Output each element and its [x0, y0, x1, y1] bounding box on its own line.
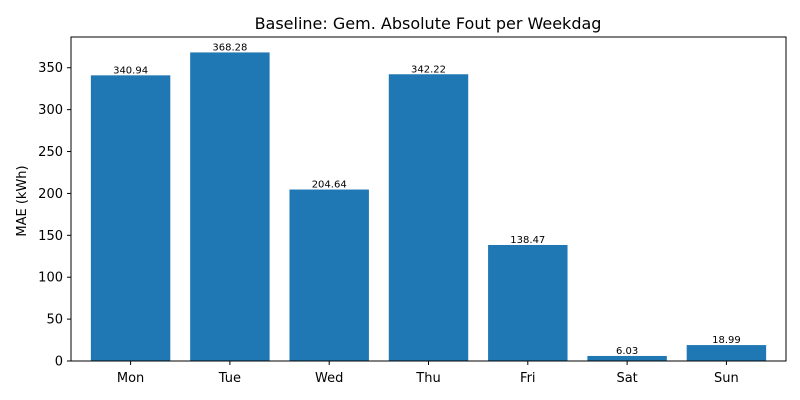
y-tick-label: 50	[46, 313, 63, 328]
y-tick-label: 0	[55, 355, 63, 370]
bar	[587, 355, 667, 361]
bar-value-label: 6.03	[616, 346, 638, 357]
x-tick-label: Tue	[218, 371, 241, 386]
plot-area: 0 50 100 150 200 250 300 350 340.94 Mon 368.28 Tue 2…	[38, 42, 767, 386]
bar	[190, 52, 270, 361]
chart-title: Baseline: Gem. Absolute Fout per Weekdag	[255, 14, 602, 33]
bar-value-label: 18.99	[712, 335, 741, 346]
bar	[686, 345, 767, 361]
bar	[289, 189, 369, 361]
y-tick-label: 350	[38, 61, 63, 76]
x-tick-label: Fri	[520, 371, 536, 386]
bar	[388, 74, 469, 361]
bar-value-label: 340.94	[113, 65, 148, 76]
bar-value-label: 342.22	[411, 64, 446, 75]
y-tick-label: 300	[38, 103, 63, 118]
plot-frame	[70, 36, 787, 362]
y-axis-label: MAE (kWh)	[15, 165, 30, 236]
bar-value-label: 204.64	[312, 180, 347, 191]
x-tick-label: Mon	[117, 371, 144, 386]
x-tick-label: Sat	[616, 371, 637, 386]
x-tick-label: Wed	[315, 371, 343, 386]
bar-value-label: 138.47	[510, 235, 545, 246]
x-tick-label: Sun	[714, 371, 739, 386]
bar	[488, 244, 568, 361]
bar-value-label: 368.28	[212, 42, 247, 53]
y-tick-label: 250	[38, 145, 63, 160]
y-tick-label: 100	[38, 271, 63, 286]
y-tick-label: 150	[38, 229, 63, 244]
x-tick-label: Thu	[415, 371, 440, 386]
bar	[90, 75, 171, 361]
y-tick-label: 200	[38, 187, 63, 202]
